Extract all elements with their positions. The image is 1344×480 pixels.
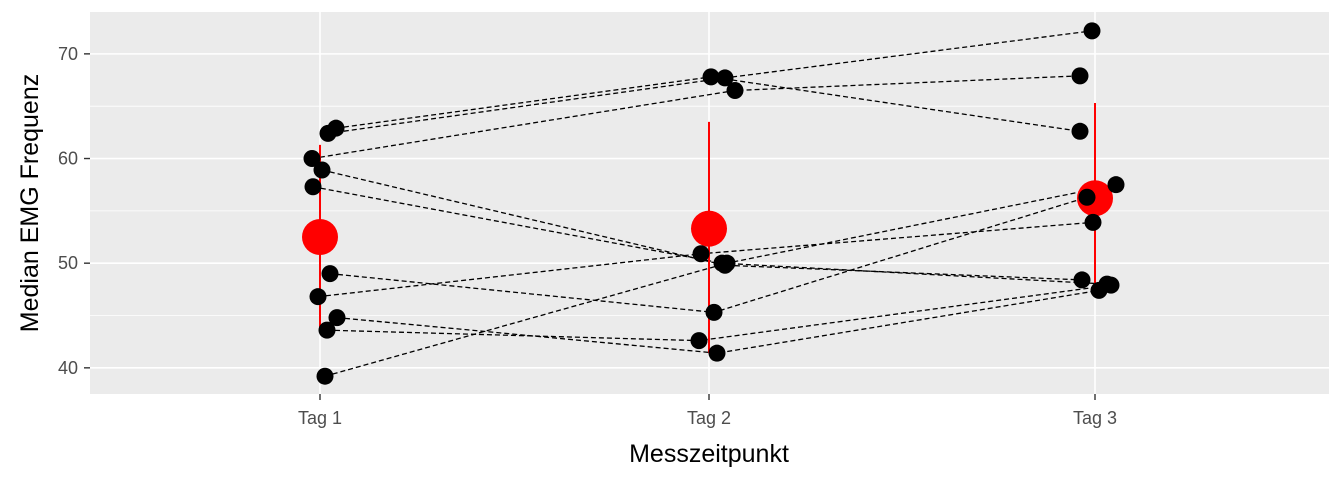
data-point xyxy=(304,178,322,196)
y-tick-label: 60 xyxy=(58,149,78,169)
mean-point xyxy=(302,219,338,256)
data-point xyxy=(321,265,339,283)
data-point xyxy=(316,367,334,385)
y-tick-label: 40 xyxy=(58,358,78,378)
data-point xyxy=(1073,271,1091,289)
data-point xyxy=(702,68,720,86)
data-point xyxy=(1083,22,1101,40)
x-axis: Tag 1 Tag 2 Tag 3 xyxy=(298,394,1117,428)
subject-points xyxy=(303,22,1125,385)
data-point xyxy=(718,254,736,272)
y-axis: 40 50 60 70 xyxy=(58,44,90,378)
data-point xyxy=(1102,276,1120,294)
x-tick-label: Tag 2 xyxy=(687,408,731,428)
data-point xyxy=(708,344,726,362)
data-point xyxy=(716,69,734,87)
data-point xyxy=(309,288,327,306)
y-axis-title: Median EMG Frequenz xyxy=(16,74,44,332)
subject-line xyxy=(321,169,1083,281)
data-point xyxy=(726,81,744,99)
y-tick-label: 50 xyxy=(58,253,78,273)
x-tick-label: Tag 3 xyxy=(1073,408,1117,428)
data-point xyxy=(1107,176,1125,194)
data-point xyxy=(690,332,708,350)
mean-point xyxy=(691,210,727,247)
y-tick-label: 70 xyxy=(58,44,78,64)
data-point xyxy=(318,321,336,339)
x-axis-title: Messzeitpunkt xyxy=(629,440,789,468)
data-point xyxy=(328,309,346,327)
data-point xyxy=(1071,122,1089,140)
data-point xyxy=(313,161,331,179)
x-tick-label: Tag 1 xyxy=(298,408,342,428)
data-point xyxy=(705,303,723,321)
data-point xyxy=(1071,67,1089,85)
data-point xyxy=(1084,213,1102,231)
data-point xyxy=(303,150,321,168)
data-point xyxy=(1078,188,1096,206)
data-point xyxy=(692,245,710,263)
data-point xyxy=(327,119,345,137)
